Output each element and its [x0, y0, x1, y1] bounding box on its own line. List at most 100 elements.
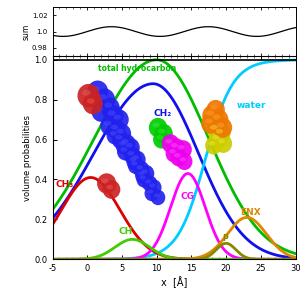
Ellipse shape — [77, 84, 100, 108]
Ellipse shape — [140, 176, 146, 180]
Ellipse shape — [146, 179, 161, 196]
Ellipse shape — [209, 130, 226, 149]
Ellipse shape — [126, 143, 133, 148]
Ellipse shape — [135, 167, 150, 184]
Ellipse shape — [128, 157, 144, 174]
Ellipse shape — [205, 119, 213, 124]
Ellipse shape — [91, 86, 100, 92]
Text: water: water — [236, 101, 266, 110]
Y-axis label: volume probabilities: volume probabilities — [22, 115, 32, 200]
Ellipse shape — [216, 129, 223, 134]
Ellipse shape — [126, 153, 142, 170]
Ellipse shape — [153, 131, 170, 149]
Ellipse shape — [97, 173, 116, 194]
Ellipse shape — [149, 118, 167, 137]
Ellipse shape — [104, 103, 112, 108]
Ellipse shape — [201, 113, 220, 134]
Ellipse shape — [154, 194, 160, 197]
Ellipse shape — [112, 130, 129, 149]
Ellipse shape — [162, 134, 179, 153]
Ellipse shape — [115, 135, 122, 139]
Ellipse shape — [217, 122, 224, 128]
Ellipse shape — [87, 81, 108, 103]
Ellipse shape — [133, 161, 149, 178]
Ellipse shape — [212, 135, 220, 139]
Ellipse shape — [208, 109, 228, 130]
Ellipse shape — [206, 100, 225, 120]
Ellipse shape — [138, 171, 144, 176]
Ellipse shape — [208, 141, 215, 146]
Ellipse shape — [103, 105, 124, 126]
Ellipse shape — [206, 120, 225, 139]
Ellipse shape — [83, 93, 103, 114]
Text: CG: CG — [181, 193, 195, 202]
Ellipse shape — [176, 153, 193, 170]
Ellipse shape — [142, 175, 158, 192]
Ellipse shape — [210, 105, 218, 110]
Ellipse shape — [145, 186, 159, 201]
Ellipse shape — [213, 117, 232, 138]
Ellipse shape — [166, 145, 182, 163]
Ellipse shape — [212, 114, 220, 120]
Ellipse shape — [214, 134, 232, 153]
Ellipse shape — [152, 123, 160, 128]
Text: P: P — [223, 234, 228, 243]
Ellipse shape — [113, 124, 131, 143]
Y-axis label: sum: sum — [22, 23, 31, 40]
Ellipse shape — [106, 127, 123, 144]
Ellipse shape — [156, 135, 163, 139]
Text: CH₃: CH₃ — [56, 180, 74, 190]
Text: CH: CH — [118, 227, 133, 236]
Ellipse shape — [169, 149, 176, 154]
Ellipse shape — [174, 153, 181, 158]
Ellipse shape — [136, 165, 143, 170]
Ellipse shape — [103, 180, 120, 199]
Ellipse shape — [206, 110, 214, 116]
Ellipse shape — [210, 125, 218, 130]
Ellipse shape — [154, 124, 173, 143]
Ellipse shape — [108, 110, 116, 116]
Ellipse shape — [111, 125, 118, 130]
Ellipse shape — [104, 121, 111, 126]
Ellipse shape — [212, 124, 230, 143]
Ellipse shape — [151, 190, 165, 205]
Ellipse shape — [122, 138, 140, 157]
Text: CH₂: CH₂ — [153, 109, 171, 118]
Ellipse shape — [132, 155, 139, 160]
Ellipse shape — [145, 179, 151, 183]
Ellipse shape — [107, 120, 126, 139]
Ellipse shape — [110, 110, 129, 130]
Ellipse shape — [87, 98, 95, 104]
Text: total hydrocarbon: total hydrocarbon — [98, 64, 176, 73]
Ellipse shape — [124, 146, 141, 164]
Ellipse shape — [94, 88, 115, 111]
Ellipse shape — [147, 190, 153, 193]
Ellipse shape — [141, 169, 148, 173]
Ellipse shape — [116, 137, 132, 154]
Ellipse shape — [131, 161, 137, 166]
Ellipse shape — [95, 107, 103, 112]
Ellipse shape — [120, 147, 127, 151]
Ellipse shape — [218, 139, 225, 144]
Ellipse shape — [106, 185, 113, 190]
Ellipse shape — [98, 94, 107, 100]
Ellipse shape — [158, 129, 165, 134]
Ellipse shape — [110, 131, 117, 136]
Ellipse shape — [92, 101, 111, 122]
Ellipse shape — [118, 134, 136, 153]
Ellipse shape — [174, 140, 192, 159]
Ellipse shape — [202, 105, 222, 126]
Ellipse shape — [149, 183, 155, 188]
Ellipse shape — [171, 143, 178, 148]
Ellipse shape — [178, 145, 185, 149]
Ellipse shape — [129, 151, 146, 168]
Ellipse shape — [116, 129, 124, 134]
Ellipse shape — [122, 139, 129, 144]
X-axis label: x  [Å]: x [Å] — [161, 276, 187, 288]
Ellipse shape — [119, 141, 126, 146]
Ellipse shape — [205, 137, 222, 154]
Ellipse shape — [138, 165, 154, 182]
Ellipse shape — [117, 143, 134, 161]
Ellipse shape — [100, 116, 118, 135]
Ellipse shape — [100, 98, 120, 118]
